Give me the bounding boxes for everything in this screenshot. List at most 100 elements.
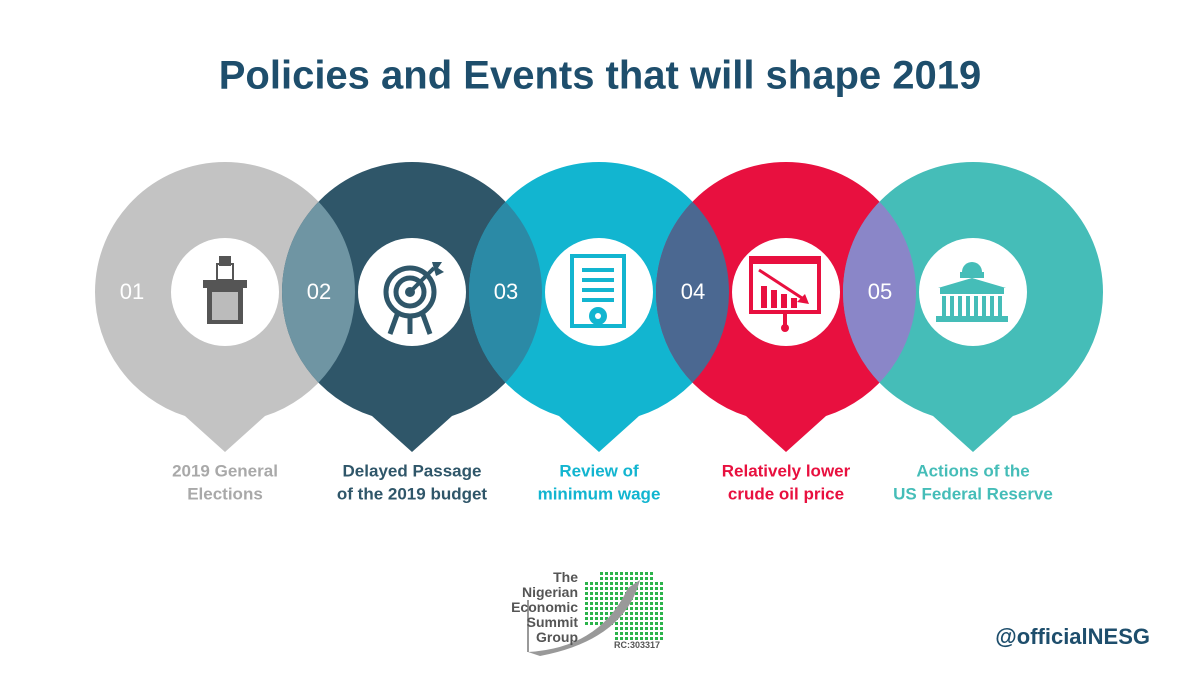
logo-dot: [620, 572, 623, 575]
item-label: Actions of the: [916, 461, 1029, 480]
item-label: Delayed Passage: [343, 461, 482, 480]
logo-dot: [640, 587, 643, 590]
logo-dot: [595, 607, 598, 610]
logo-dot: [610, 582, 613, 585]
logo-dot: [635, 592, 638, 595]
logo-dot: [600, 577, 603, 580]
logo-dot: [610, 602, 613, 605]
logo-dot: [625, 612, 628, 615]
logo-dot: [640, 627, 643, 630]
logo-dot: [620, 592, 623, 595]
logo-dot: [615, 622, 618, 625]
logo-dot: [625, 627, 628, 630]
logo-dot: [600, 607, 603, 610]
logo-dot: [590, 597, 593, 600]
handle: @officialNESG: [995, 624, 1150, 649]
chart-icon: [749, 256, 821, 332]
logo-dot: [630, 577, 633, 580]
logo-dot: [640, 607, 643, 610]
logo-text: The: [553, 569, 578, 585]
logo-dot: [650, 592, 653, 595]
logo-dot: [640, 572, 643, 575]
logo-dot: [615, 602, 618, 605]
logo-dot: [600, 622, 603, 625]
logo-dot: [655, 612, 658, 615]
logo-dot: [600, 587, 603, 590]
logo-dot: [620, 597, 623, 600]
logo-dot: [610, 612, 613, 615]
logo-dot: [650, 627, 653, 630]
logo-dot: [635, 617, 638, 620]
logo-dot: [615, 597, 618, 600]
logo-dot: [630, 582, 633, 585]
logo-text: Group: [536, 629, 578, 645]
item-number: 05: [868, 279, 892, 304]
logo-dot: [615, 627, 618, 630]
logo-dot: [645, 622, 648, 625]
logo-dot: [650, 617, 653, 620]
logo-dot: [660, 632, 663, 635]
icon-circle: [732, 238, 840, 346]
logo-dot: [640, 612, 643, 615]
item-number: 01: [120, 279, 144, 304]
logo-dot: [635, 637, 638, 640]
logo-dot: [650, 637, 653, 640]
logo-dot: [640, 632, 643, 635]
logo-dot: [635, 602, 638, 605]
logo-dot: [610, 597, 613, 600]
logo-dot: [590, 602, 593, 605]
logo-dot: [640, 577, 643, 580]
logo-dot: [595, 592, 598, 595]
logo-dot: [645, 637, 648, 640]
logo-dot: [655, 622, 658, 625]
logo-dot: [590, 582, 593, 585]
logo-dot: [625, 577, 628, 580]
document-icon: [570, 254, 626, 328]
logo-dot: [615, 632, 618, 635]
logo-dot: [650, 622, 653, 625]
logo-dot: [610, 572, 613, 575]
logo-dot: [655, 637, 658, 640]
logo-dot: [590, 592, 593, 595]
logo-dot: [635, 577, 638, 580]
logo-dot: [640, 582, 643, 585]
capitol-icon: [936, 262, 1008, 322]
logo-dot: [585, 607, 588, 610]
logo-dot: [620, 582, 623, 585]
logo-dot: [600, 602, 603, 605]
logo-dot: [655, 607, 658, 610]
logo-dot: [595, 612, 598, 615]
logo-dot: [635, 597, 638, 600]
logo-dot: [650, 572, 653, 575]
logo-dot: [585, 597, 588, 600]
logo-dot: [595, 602, 598, 605]
logo-dot: [630, 612, 633, 615]
logo-dot: [645, 612, 648, 615]
logo-dot: [635, 572, 638, 575]
logo-dot: [615, 582, 618, 585]
item-number: 04: [681, 279, 705, 304]
logo-dot: [585, 617, 588, 620]
logo-swoosh: [528, 580, 640, 656]
logo-dot: [605, 612, 608, 615]
logo-dot: [645, 597, 648, 600]
logo-dot: [635, 632, 638, 635]
logo-dot: [660, 592, 663, 595]
logo-dot: [645, 582, 648, 585]
item-label: crude oil price: [728, 484, 844, 503]
logo-dot: [585, 582, 588, 585]
item-label: minimum wage: [538, 484, 661, 503]
logo-dot: [595, 582, 598, 585]
logo-dot: [635, 607, 638, 610]
logo-dot: [660, 622, 663, 625]
logo-dot: [640, 602, 643, 605]
logo-dot: [660, 582, 663, 585]
logo-dot: [650, 602, 653, 605]
logo-dot: [645, 592, 648, 595]
logo-dot: [620, 617, 623, 620]
logo-dot: [610, 607, 613, 610]
logo-dot: [645, 577, 648, 580]
logo-dot: [660, 597, 663, 600]
logo-dot: [590, 607, 593, 610]
